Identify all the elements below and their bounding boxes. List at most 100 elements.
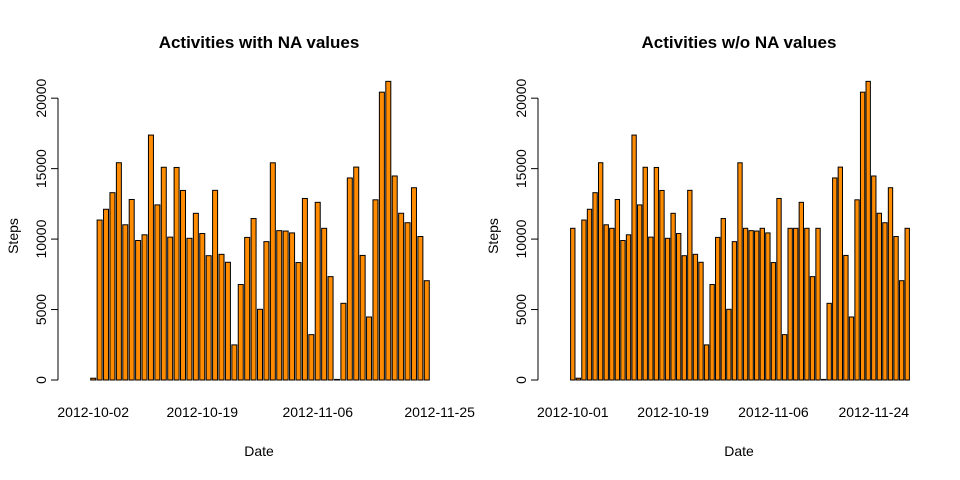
- y-tick-label: 15000: [33, 149, 49, 188]
- bar: [205, 255, 212, 381]
- bar: [820, 378, 827, 381]
- bar: [276, 230, 283, 381]
- bar: [715, 236, 721, 381]
- bar: [250, 218, 257, 381]
- bar: [372, 199, 379, 381]
- bar: [147, 134, 154, 381]
- bar: [748, 230, 754, 381]
- bar: [385, 80, 392, 381]
- bar: [103, 208, 110, 381]
- bar: [876, 212, 883, 381]
- bar: [659, 189, 665, 381]
- y-tick-label: 10000: [513, 219, 529, 258]
- bar: [832, 177, 838, 381]
- bar: [353, 166, 360, 381]
- bar: [848, 316, 855, 381]
- y-axis-label: Steps: [5, 218, 21, 254]
- bar: [664, 237, 671, 381]
- bar: [359, 254, 366, 381]
- bar: [625, 234, 632, 381]
- x-tick-label: 2012-11-06: [282, 404, 353, 420]
- bar: [720, 218, 726, 381]
- bar: [586, 208, 593, 381]
- x-axis-label: Date: [724, 443, 754, 459]
- bar: [378, 91, 385, 381]
- bar: [882, 222, 888, 381]
- bar: [737, 162, 743, 381]
- bar: [781, 334, 788, 381]
- bar: [186, 237, 193, 381]
- bar: [417, 236, 424, 381]
- bar: [865, 80, 871, 381]
- y-tick-label: 5000: [33, 294, 49, 325]
- bar: [609, 227, 615, 381]
- bar: [282, 230, 289, 381]
- x-tick-label: 2012-10-02: [57, 404, 129, 420]
- bar: [620, 240, 626, 381]
- bar: [570, 227, 576, 381]
- bar: [642, 166, 648, 381]
- bar: [109, 192, 116, 381]
- bar: [173, 166, 180, 381]
- bar: [687, 189, 693, 381]
- bar: [798, 201, 804, 381]
- bar: [301, 197, 308, 381]
- bar: [793, 227, 799, 381]
- bar: [754, 230, 760, 381]
- x-tick-label: 2012-11-06: [738, 404, 809, 420]
- bar: [237, 283, 244, 381]
- bar: [160, 166, 167, 381]
- bar: [263, 241, 270, 381]
- bar: [321, 227, 328, 381]
- bar: [653, 166, 660, 381]
- y-tick-label: 0: [513, 376, 529, 384]
- bar: [398, 212, 405, 381]
- bar: [346, 177, 353, 381]
- bar: [135, 240, 142, 381]
- bar: [804, 227, 810, 381]
- bar: [333, 378, 340, 381]
- bar: [731, 241, 738, 381]
- bar: [289, 232, 296, 381]
- chart-title: Activities with NA values: [159, 33, 360, 52]
- bar: [154, 204, 161, 381]
- bar: [575, 377, 582, 381]
- bar: [592, 192, 598, 381]
- x-tick-label: 2012-11-25: [404, 404, 475, 420]
- bar: [726, 308, 732, 381]
- bar: [887, 187, 894, 381]
- bar: [871, 175, 877, 381]
- bar: [603, 224, 609, 381]
- x-axis-label: Date: [244, 443, 274, 459]
- bar: [759, 227, 765, 381]
- bar: [670, 212, 676, 381]
- y-tick-label: 15000: [513, 149, 529, 188]
- bar: [257, 308, 263, 381]
- bar: [581, 219, 587, 381]
- y-tick-label: 10000: [33, 219, 49, 258]
- x-tick-label: 2012-11-24: [838, 404, 909, 420]
- bar: [826, 302, 832, 381]
- bar: [787, 227, 793, 381]
- bar: [631, 134, 637, 381]
- bar: [898, 280, 905, 381]
- bar: [742, 227, 749, 381]
- bar: [327, 276, 334, 381]
- bar: [843, 254, 849, 381]
- bar: [893, 236, 899, 381]
- y-tick-label: 0: [33, 376, 49, 384]
- bar: [698, 261, 704, 381]
- bar: [167, 236, 174, 381]
- bar: [815, 227, 821, 381]
- panel-with-na: Activities with NA values Date Steps 0 50…: [5, 33, 475, 459]
- bar: [692, 253, 699, 381]
- bar: [676, 233, 682, 381]
- bar: [231, 344, 238, 381]
- bar: [410, 187, 417, 381]
- bar: [115, 162, 122, 381]
- bar: [224, 261, 231, 381]
- x-tick-label: 2012-10-01: [537, 404, 609, 420]
- bar: [96, 219, 103, 381]
- bar: [269, 162, 276, 381]
